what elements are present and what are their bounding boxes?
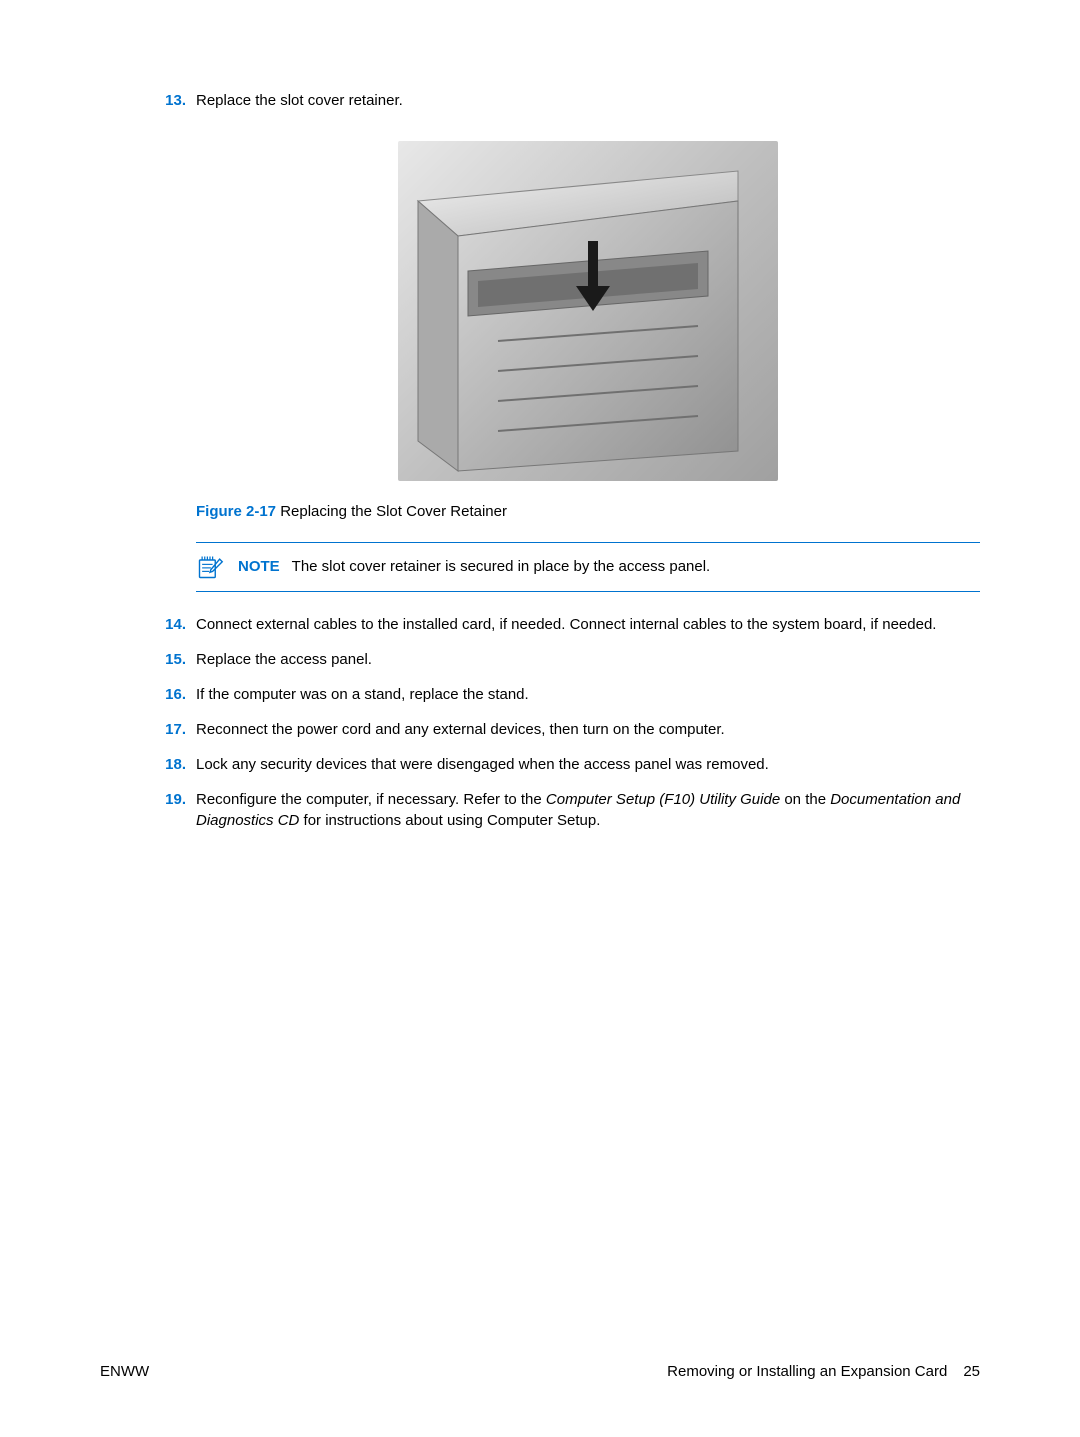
- step-number: 17.: [160, 719, 196, 740]
- note-content: NOTE The slot cover retainer is secured i…: [238, 553, 710, 577]
- slot-cover-retainer-illustration: [398, 141, 778, 481]
- step-text: Reconnect the power cord and any externa…: [196, 719, 980, 740]
- figure-image: [398, 141, 778, 481]
- step-16: 16. If the computer was on a stand, repl…: [160, 684, 980, 705]
- step-number: 13.: [160, 90, 196, 111]
- footer-right: Removing or Installing an Expansion Card…: [667, 1361, 980, 1382]
- document-page: 13. Replace the slot cover retainer.: [0, 0, 1080, 1437]
- step-13: 13. Replace the slot cover retainer.: [160, 90, 980, 111]
- note-text: The slot cover retainer is secured in pl…: [292, 558, 711, 575]
- content-area: 13. Replace the slot cover retainer.: [160, 90, 980, 831]
- figure-caption-text: Replacing the Slot Cover Retainer: [276, 503, 507, 520]
- note-pencil-icon: [196, 553, 224, 581]
- step-17: 17. Reconnect the power cord and any ext…: [160, 719, 980, 740]
- step-number: 14.: [160, 614, 196, 635]
- step-text: If the computer was on a stand, replace …: [196, 684, 980, 705]
- step-19-mid: on the: [780, 791, 830, 808]
- step-text: Replace the slot cover retainer.: [196, 90, 980, 111]
- step-text: Connect external cables to the installed…: [196, 614, 980, 635]
- note-label: NOTE: [238, 558, 280, 575]
- step-14: 14. Connect external cables to the insta…: [160, 614, 980, 635]
- step-number: 19.: [160, 789, 196, 831]
- step-number: 16.: [160, 684, 196, 705]
- step-19-em1: Computer Setup (F10) Utility Guide: [546, 791, 780, 808]
- figure-2-17: Figure 2-17 Replacing the Slot Cover Ret…: [196, 141, 980, 522]
- figure-label: Figure 2-17: [196, 503, 276, 520]
- step-number: 15.: [160, 649, 196, 670]
- step-15: 15. Replace the access panel.: [160, 649, 980, 670]
- step-19-suffix: for instructions about using Computer Se…: [299, 812, 600, 829]
- step-text: Replace the access panel.: [196, 649, 980, 670]
- step-19-prefix: Reconfigure the computer, if necessary. …: [196, 791, 546, 808]
- step-text: Lock any security devices that were dise…: [196, 754, 980, 775]
- page-number: 25: [963, 1361, 980, 1382]
- footer-section-title: Removing or Installing an Expansion Card: [667, 1361, 947, 1382]
- note-callout: NOTE The slot cover retainer is secured i…: [196, 542, 980, 592]
- step-text: Reconfigure the computer, if necessary. …: [196, 789, 980, 831]
- step-number: 18.: [160, 754, 196, 775]
- footer-left: ENWW: [100, 1361, 149, 1382]
- step-19: 19. Reconfigure the computer, if necessa…: [160, 789, 980, 831]
- page-footer: ENWW Removing or Installing an Expansion…: [100, 1361, 980, 1382]
- step-18: 18. Lock any security devices that were …: [160, 754, 980, 775]
- figure-caption: Figure 2-17 Replacing the Slot Cover Ret…: [196, 501, 980, 522]
